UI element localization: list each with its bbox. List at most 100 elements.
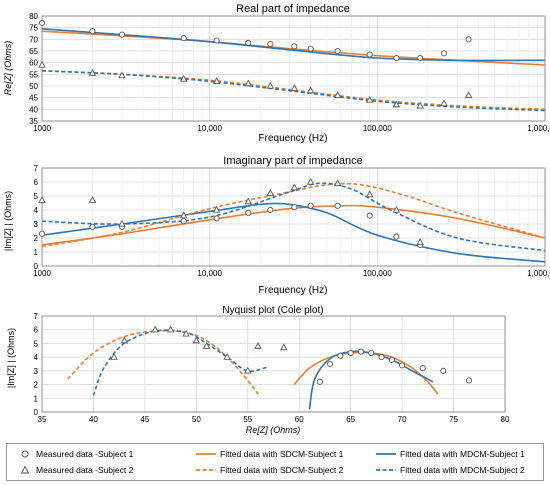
measured-point-subject-1 — [366, 212, 373, 219]
measured-point-subject-1 — [267, 40, 274, 48]
circle-marker-icon — [21, 450, 29, 458]
x-tick-label: 1000 — [33, 124, 51, 133]
measured-point-subject-1 — [419, 365, 426, 372]
y-tick-label: 1 — [34, 248, 39, 257]
measured-point-subject-2 — [182, 329, 190, 337]
measured-point-subject-2 — [266, 189, 275, 196]
y-tick-label: 80 — [29, 12, 38, 21]
y-tick-label: 40 — [29, 105, 38, 114]
legend-item-mdcm-subject-1: Fitted data with MDCM-Subject 1 — [375, 449, 525, 459]
measured-point-subject-1 — [89, 28, 96, 35]
y-tick-label: 60 — [29, 59, 38, 68]
fit-curve-mdcm-subject-1 — [42, 202, 545, 263]
y-tick-label: 70 — [29, 35, 38, 44]
plot-frame — [41, 315, 506, 413]
y-tick-label: 45 — [29, 94, 38, 103]
plot-frame — [41, 15, 546, 122]
y-tick-label: 55 — [29, 70, 38, 79]
measured-point-subject-2 — [118, 71, 126, 79]
measured-point-subject-2 — [254, 342, 262, 349]
y-tick-label: 2 — [34, 234, 39, 243]
measured-point-subject-2 — [212, 205, 221, 213]
blue-dashed-line-icon — [376, 469, 396, 471]
measured-point-subject-1 — [441, 50, 448, 57]
measured-point-subject-2 — [306, 177, 315, 185]
measured-point-subject-1 — [291, 204, 298, 211]
fit-curve-sdcm-subject-1 — [42, 204, 545, 246]
x-tick-label: 55 — [243, 415, 252, 424]
y-axis-label: |Im[Z] | (Ohms) — [3, 191, 13, 251]
fit-curves — [42, 182, 545, 263]
measured-point-subject-2 — [38, 60, 46, 68]
measured-point-subject-1 — [307, 45, 314, 52]
measured-point-subject-1 — [180, 35, 187, 42]
measured-point-subject-2 — [365, 95, 374, 103]
measured-point-subject-2 — [88, 69, 97, 76]
y-axis-label: |Im[Z] | (Ohms) — [6, 328, 16, 388]
measured-point-subject-1 — [465, 36, 472, 43]
legend-label: Fitted data with MDCM-Subject 1 — [400, 449, 525, 459]
blue-solid-line-icon — [376, 453, 396, 455]
measured-point-subject-2 — [290, 84, 299, 91]
measured-point-subject-1 — [38, 19, 46, 27]
measured-point-subject-2 — [212, 77, 221, 84]
y-tick-label: 5 — [34, 339, 39, 348]
measured-point-subject-2 — [392, 100, 401, 108]
measured-point-subject-1 — [334, 202, 341, 209]
measured-point-subject-1 — [334, 47, 341, 55]
legend-label: Fitted data with SDCM-Subject 2 — [220, 465, 344, 475]
panel-title: Nyquist plot (Cole plot) — [222, 305, 323, 316]
y-tick-label: 65 — [29, 47, 38, 56]
orange-solid-line-icon — [196, 453, 216, 455]
measured-point-subject-2 — [464, 91, 473, 98]
fit-curve-mdcm-subject-2 — [92, 329, 269, 396]
legend: Measured data -Subject 1 Fitted data wit… — [6, 443, 544, 481]
measured-point-subject-2 — [120, 336, 129, 344]
measured-point-subject-1 — [388, 356, 395, 363]
panel-title: Real part of impedance — [236, 3, 350, 15]
y-tick-label: 75 — [29, 24, 38, 33]
fit-curve-sdcm-subject-2 — [42, 182, 545, 248]
y-tick-label: 0 — [34, 408, 39, 417]
measured-point-subject-2 — [306, 86, 315, 94]
measured-point-subject-1 — [38, 230, 46, 237]
measured-point-subject-2 — [88, 196, 97, 203]
measured-point-subject-1 — [118, 31, 126, 38]
nyquist-panel: Nyquist plot (Cole plot) |Im[Z] | (Ohms)… — [6, 305, 510, 435]
triangle-marker-icon — [20, 465, 30, 474]
measured-point-subject-1 — [89, 223, 96, 230]
measured-point-subject-1 — [213, 215, 220, 222]
measured-point-subject-1 — [393, 233, 400, 240]
x-axis-label: Frequency (Hz) — [259, 133, 328, 144]
measured-point-subject-1 — [337, 352, 344, 359]
x-tick-label: 100,000 — [363, 269, 392, 278]
fit-curve-mdcm-subject-1 — [308, 350, 434, 410]
x-tick-label: 80 — [501, 415, 510, 424]
measured-point-subject-2 — [266, 81, 275, 89]
measured-point-subject-1 — [327, 360, 334, 368]
measured-point-subject-2 — [280, 343, 288, 351]
y-tick-label: 1 — [34, 394, 39, 403]
x-tick-label: 10,000 — [197, 269, 222, 278]
x-tick-label: 45 — [140, 415, 149, 424]
measured-point-subject-2 — [392, 205, 401, 213]
measured-point-subject-2 — [179, 74, 188, 82]
measured-point-subject-2 — [118, 219, 126, 227]
x-tick-label: 50 — [192, 415, 201, 424]
x-tick-label: 70 — [398, 415, 407, 424]
y-tick-label: 2 — [34, 381, 39, 390]
measured-point-subject-1 — [245, 39, 252, 46]
plot-frame — [41, 167, 546, 267]
y-tick-label: 5 — [34, 192, 39, 201]
legend-item-measured-subject-1: Measured data -Subject 1 — [17, 449, 133, 459]
x-axis-label: Re[Z] (Ohms) — [246, 425, 301, 435]
real-part-panel: Real part of impedance Re[Z] (Ohms) Freq… — [3, 3, 550, 144]
measured-point-subject-2 — [244, 366, 252, 374]
measured-point-subject-2 — [244, 79, 253, 87]
measured-point-subject-1 — [440, 367, 447, 374]
measured-point-subject-1 — [393, 54, 400, 62]
x-tick-label: 75 — [449, 415, 458, 424]
x-tick-label: 100,000 — [363, 124, 392, 133]
measured-point-subject-1 — [307, 202, 314, 209]
x-tick-label: 10,000 — [197, 124, 222, 133]
